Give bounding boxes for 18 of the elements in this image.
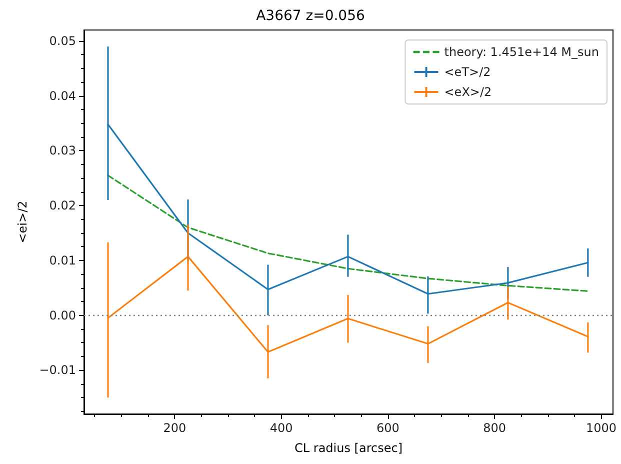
y-tick-label: 0.01 [49,253,76,268]
legend-label: <eX>/2 [444,85,492,99]
y-tick-label: 0.05 [49,34,76,48]
x-tick-label: 600 [376,421,400,435]
x-tick-label: 800 [483,421,506,435]
y-tick-label: 0.04 [49,88,76,103]
y-axis-title: <ei>/2 [15,200,30,244]
x-tick-label: 200 [163,421,186,435]
y-tick-label: 0.02 [49,198,76,213]
y-tick-label: 0.00 [49,308,76,322]
legend-label: theory: 1.451e+14 M_sun [444,45,600,59]
y-tick-label: 0.03 [49,144,76,158]
x-tick-label: 400 [270,421,293,435]
x-axis-title: CL radius [arcsec] [294,441,403,455]
x-tick-label: 1000 [586,421,617,435]
chart-title: A3667 z=0.056 [256,8,365,24]
legend-label: <eT>/2 [444,65,491,79]
y-tick-label: −0.01 [39,363,76,378]
